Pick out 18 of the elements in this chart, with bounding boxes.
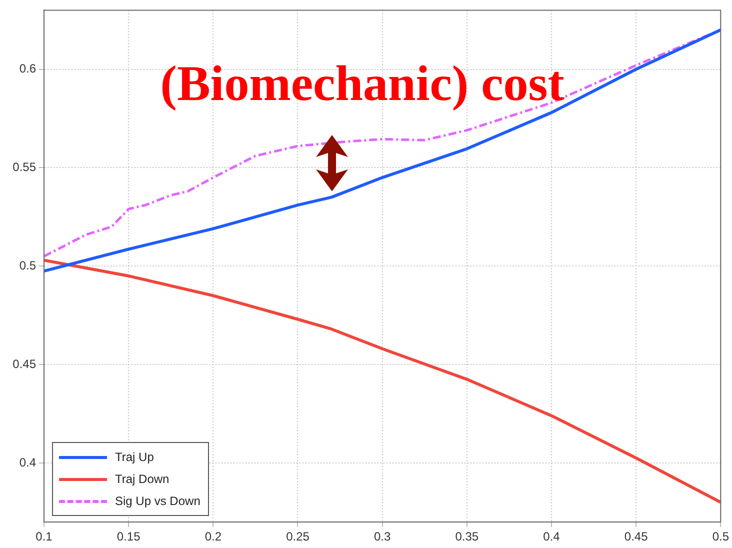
- y-tick-label: 0.45: [12, 356, 36, 371]
- annotation: (Biomechanic) cost: [160, 55, 565, 112]
- y-tick-label: 0.55: [12, 160, 36, 174]
- x-tick-label: 0.4: [543, 530, 560, 544]
- x-tick-label: 0.5: [712, 530, 730, 544]
- x-tick-label: 0.15: [116, 530, 141, 544]
- legend-label: Traj Up: [115, 450, 154, 464]
- y-tick-label: 0.5: [19, 258, 36, 272]
- y-tick-label: 0.6: [19, 62, 36, 76]
- x-tick-label: 0.25: [286, 530, 310, 544]
- y-tick-label: 0.4: [19, 455, 36, 470]
- x-tick-label: 0.45: [624, 530, 648, 544]
- x-tick-label: 0.35: [455, 530, 479, 544]
- legend-label: Traj Down: [115, 472, 170, 486]
- x-tick-label: 0.2: [204, 530, 222, 544]
- x-tick-label: 0.1: [36, 530, 53, 544]
- legend-label: Sig Up vs Down: [115, 494, 200, 508]
- x-tick-label: 0.3: [374, 530, 391, 544]
